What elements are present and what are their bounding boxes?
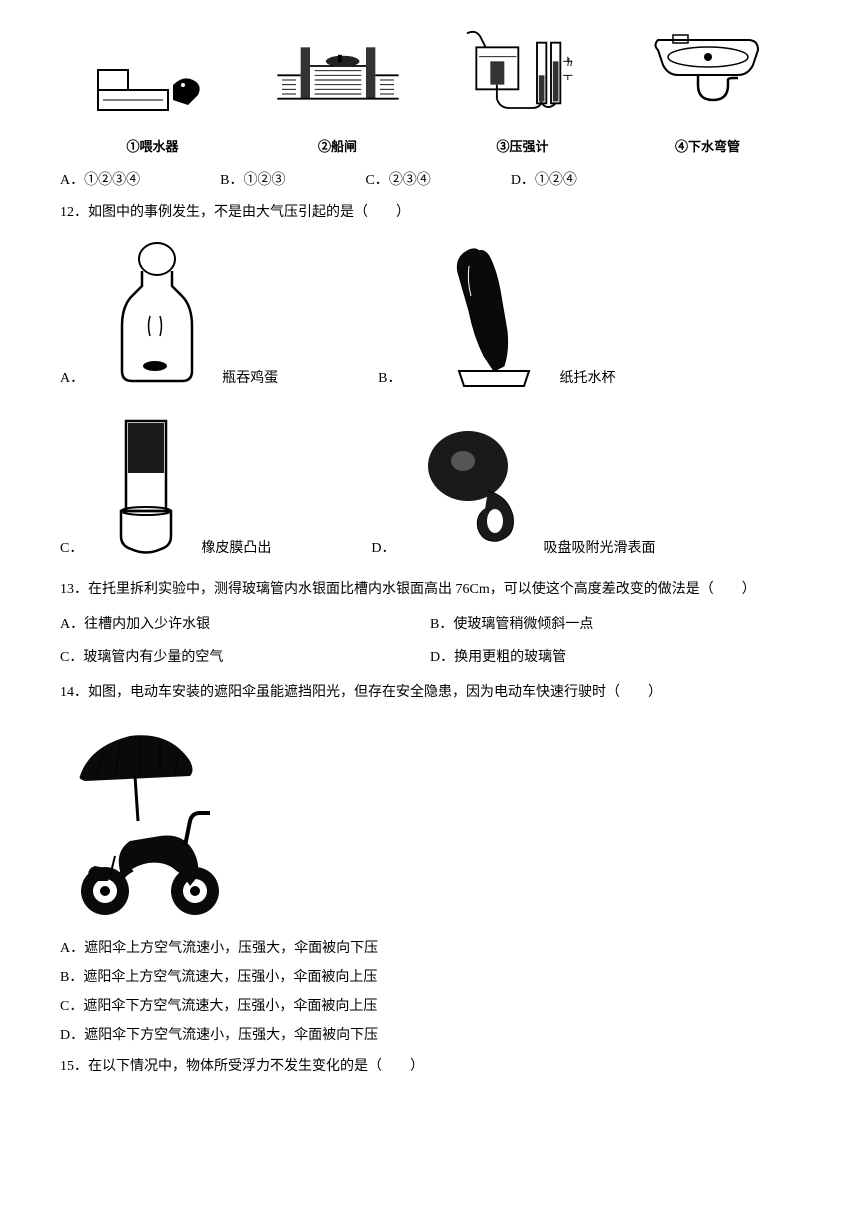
q11-figure-2: ②船闸 [268,30,408,158]
q11-figure-3: h ③压强计 [453,30,593,158]
q11-figure-4: ④下水弯管 [638,30,778,158]
q12-option-d[interactable]: D． 吸盘吸附光滑表面 [371,411,655,561]
sink-trap-icon [638,30,778,130]
q12-stem: 12．如图中的事例发生，不是由大气压引起的是（ ） [60,200,800,225]
q14-option-c[interactable]: C．遮阳伞下方空气流速大，压强小，伞面被向上压 [60,994,800,1019]
q11-option-d[interactable]: D．①②④ [511,168,577,193]
q13-stem: 13．在托里拆利实验中，测得玻璃管内水银面比槽内水银面高出 76Cm，可以使这个… [60,577,800,602]
q13-options: A．往槽内加入少许水银 B．使玻璃管稍微倾斜一点 C．玻璃管内有少量的空气 D．… [60,608,800,674]
q12-row2: C． 橡皮膜凸出 D． 吸盘吸附光滑表面 [60,401,800,571]
q11-fig1-label: ①喂水器 [126,135,178,158]
q11-fig4-label: ④下水弯管 [675,135,740,158]
q11-options: A．①②③④ B．①②③ C．②③④ D．①②④ [60,168,800,193]
q11-figure-1: ①喂水器 [83,30,223,158]
q13-option-c[interactable]: C．玻璃管内有少量的空气 [60,645,430,670]
q14-option-a[interactable]: A．遮阳伞上方空气流速小，压强大，伞面被向下压 [60,936,800,961]
manometer-icon: h [453,30,593,130]
q14-stem: 14．如图，电动车安装的遮阳伞虽能遮挡阳光，但存在安全隐患，因为电动车快速行驶时… [60,680,800,705]
bottle-egg-icon [102,241,212,391]
q12-option-a[interactable]: A． 瓶吞鸡蛋 [60,241,278,391]
q13-option-a[interactable]: A．往槽内加入少许水银 [60,612,430,637]
feeder-icon [83,30,223,130]
q14-option-b[interactable]: B．遮阳伞上方空气流速大，压强小，伞面被向上压 [60,965,800,990]
q12-row1: A． 瓶吞鸡蛋 B． 纸托水杯 [60,231,800,401]
suction-cup-icon [413,421,533,561]
lock-icon [268,30,408,130]
q11-fig3-label: ③压强计 [496,135,548,158]
scooter-umbrella-icon [60,721,800,921]
q11-fig2-label: ②船闸 [318,135,357,158]
q11-option-a[interactable]: A．①②③④ [60,168,140,193]
membrane-bulge-icon [101,411,191,561]
q13-option-b[interactable]: B．使玻璃管稍微倾斜一点 [430,612,800,637]
q13-option-d[interactable]: D．换用更粗的玻璃管 [430,645,800,670]
paper-cup-icon [419,241,549,391]
q12-option-b[interactable]: B． 纸托水杯 [378,241,615,391]
q11-option-c[interactable]: C．②③④ [365,168,430,193]
q11-figure-row: ①喂水器 ②船闸 [60,30,800,158]
q14-option-d[interactable]: D．遮阳伞下方空气流速小，压强大，伞面被向下压 [60,1023,800,1048]
q11-option-b[interactable]: B．①②③ [220,168,285,193]
q12-option-c[interactable]: C． 橡皮膜凸出 [60,411,271,561]
q15-stem: 15．在以下情况中，物体所受浮力不发生变化的是（ ） [60,1054,800,1079]
